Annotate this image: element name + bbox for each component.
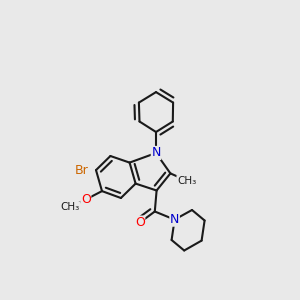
Text: CH₃: CH₃	[177, 176, 196, 186]
Text: N: N	[151, 146, 161, 160]
Text: CH₃: CH₃	[61, 202, 80, 212]
Text: Br: Br	[75, 164, 88, 177]
Text: O: O	[135, 216, 145, 229]
Text: N: N	[170, 213, 179, 226]
Text: O: O	[81, 193, 91, 206]
